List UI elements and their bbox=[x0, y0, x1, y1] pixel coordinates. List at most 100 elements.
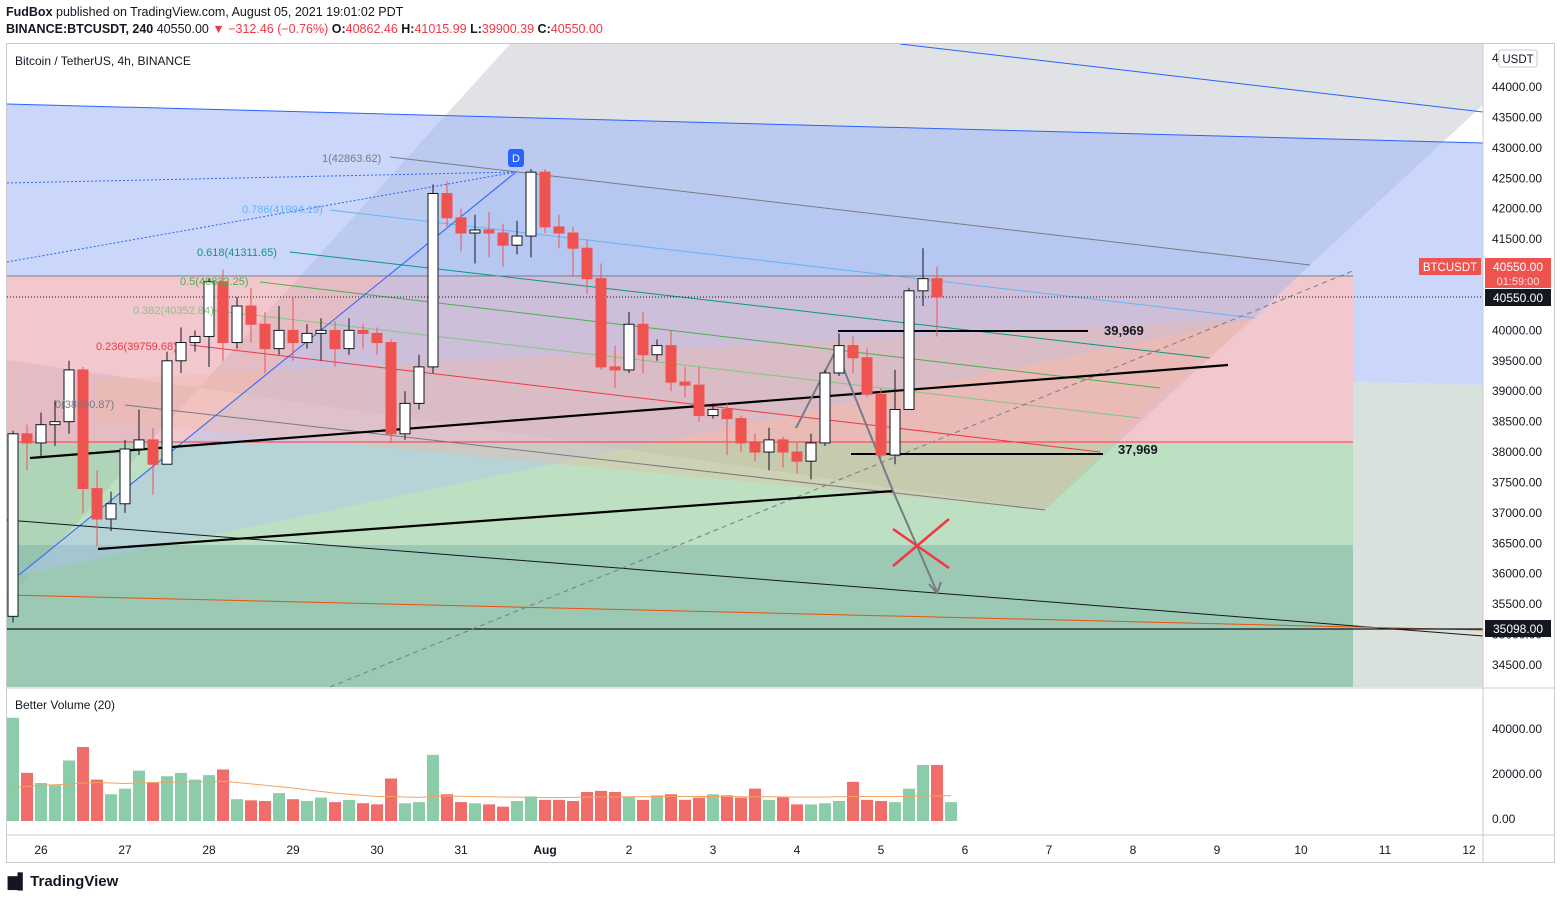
level-badge bbox=[1485, 620, 1551, 637]
candle-body bbox=[581, 247, 593, 280]
price-tick-label: 43000.00 bbox=[1492, 141, 1542, 155]
candle-body bbox=[763, 439, 775, 453]
volume-bar bbox=[665, 794, 677, 821]
volume-bar bbox=[903, 788, 915, 821]
publish-info: FudBox published on TradingView.com, Aug… bbox=[6, 5, 403, 19]
volume-bar bbox=[77, 747, 89, 821]
price-tick-label: 36000.00 bbox=[1492, 567, 1542, 581]
price-tick-label: 37500.00 bbox=[1492, 475, 1542, 489]
candle-body bbox=[133, 439, 145, 450]
event-marker[interactable] bbox=[508, 149, 524, 167]
time-axis[interactable]: 26 27 28 29 30 31 Aug 2 3 4 5 6 7 8 9 10 11 12 bbox=[34, 843, 1476, 857]
volume-ma-line bbox=[12, 780, 952, 799]
candle-body bbox=[287, 329, 299, 344]
trendline-upper[interactable] bbox=[29, 363, 1229, 460]
volume-bar bbox=[819, 803, 831, 821]
volume-bar bbox=[623, 796, 635, 821]
volume-bar bbox=[777, 796, 789, 821]
candle-body bbox=[777, 439, 789, 453]
fib-label-1: 1(42863.62) bbox=[322, 153, 381, 165]
candle-body bbox=[329, 329, 341, 350]
volume-bar bbox=[273, 793, 285, 821]
time-tick-label: 9 bbox=[1214, 843, 1221, 857]
candle-body bbox=[833, 345, 845, 374]
currency-box[interactable] bbox=[1498, 49, 1538, 68]
candle-body bbox=[301, 332, 313, 344]
last-price: 40550.00 bbox=[156, 22, 209, 36]
price-axis[interactable]: 44000.00 43500.00 43000.00 42500.00 42000.00… bbox=[1492, 80, 1542, 672]
cross-mark-icon bbox=[892, 527, 950, 570]
volume-bar bbox=[511, 801, 523, 821]
time-tick-label: 2 bbox=[626, 843, 633, 857]
candle-body bbox=[665, 345, 677, 383]
candle-body bbox=[903, 290, 915, 410]
candle-body bbox=[749, 442, 761, 453]
open-label: O: bbox=[331, 22, 346, 36]
close-value: 40550.00 bbox=[550, 22, 603, 36]
candle-body bbox=[77, 369, 89, 490]
tradingview-brand[interactable]: ▆▌ TradingView bbox=[8, 872, 118, 890]
candle-body bbox=[693, 384, 705, 417]
price-tick-label: 41500.00 bbox=[1492, 232, 1542, 246]
volume-bar bbox=[7, 717, 19, 821]
trendline-lower[interactable] bbox=[97, 489, 894, 551]
volume-bar bbox=[399, 803, 411, 821]
volume-bar bbox=[525, 796, 537, 821]
candle-body bbox=[847, 345, 859, 359]
volume-bar bbox=[147, 783, 159, 821]
volume-bar bbox=[189, 779, 201, 821]
candle-body bbox=[427, 192, 439, 368]
price-change: ▼ −312.46 (−0.76%) bbox=[212, 22, 329, 36]
author-name[interactable]: FudBox bbox=[6, 5, 53, 19]
volume-bar bbox=[735, 797, 747, 821]
volume-bar bbox=[441, 794, 453, 821]
volume-bar bbox=[161, 776, 173, 821]
level-badge-text: 35098.00 bbox=[1493, 622, 1543, 636]
volume-bar bbox=[889, 802, 901, 821]
volume-bar bbox=[343, 799, 355, 821]
volume-bar bbox=[609, 792, 621, 821]
candle-body bbox=[343, 329, 355, 350]
open-value: 40862.46 bbox=[345, 22, 398, 36]
candle-body bbox=[273, 329, 285, 350]
candle-body bbox=[707, 408, 719, 417]
candle-body bbox=[385, 342, 397, 435]
time-tick-label: 31 bbox=[454, 843, 468, 857]
candle-body bbox=[455, 217, 467, 234]
volume-bar bbox=[805, 804, 817, 821]
volume-bar bbox=[245, 800, 257, 821]
candle-body bbox=[651, 345, 663, 356]
projection-path bbox=[795, 347, 938, 593]
volume-bar bbox=[385, 778, 397, 821]
candle-body bbox=[7, 433, 19, 617]
candle-body bbox=[203, 281, 215, 337]
candle-body bbox=[819, 372, 831, 444]
candle-body bbox=[63, 369, 75, 423]
symbol-badge bbox=[1419, 258, 1481, 275]
fib-fan-upper bbox=[19, 172, 1310, 575]
chart-frame[interactable] bbox=[6, 43, 1555, 863]
candle-body bbox=[497, 232, 509, 246]
candle-body bbox=[175, 342, 187, 362]
low-value: 39900.39 bbox=[481, 22, 535, 36]
low-label: L: bbox=[470, 22, 482, 36]
symbol-badge-text: BTCUSDT bbox=[1423, 262, 1477, 274]
price-tick-label: 36500.00 bbox=[1492, 536, 1542, 550]
candle-body bbox=[469, 229, 481, 234]
volume-bar bbox=[287, 799, 299, 821]
volume-bar bbox=[847, 781, 859, 821]
candle-body bbox=[483, 229, 495, 234]
candle-body bbox=[679, 381, 691, 386]
time-tick-label: 11 bbox=[1379, 843, 1392, 857]
volume-bar bbox=[91, 779, 103, 821]
volume-axis[interactable]: 40000.00 20000.00 0.00 bbox=[1492, 722, 1542, 826]
candle-body bbox=[805, 442, 817, 462]
volume-bar bbox=[595, 790, 607, 821]
fib-label-786: 0.786(41994.19) bbox=[242, 204, 323, 216]
tradingview-logo-icon: ▆▌ bbox=[8, 873, 28, 890]
candle-body bbox=[889, 408, 901, 456]
price-tick-label: 40000.00 bbox=[1492, 323, 1542, 337]
last-price-badge-text: 40550.00 bbox=[1493, 260, 1543, 274]
symbol-name[interactable]: BINANCE:BTCUSDT, 240 bbox=[6, 22, 154, 36]
